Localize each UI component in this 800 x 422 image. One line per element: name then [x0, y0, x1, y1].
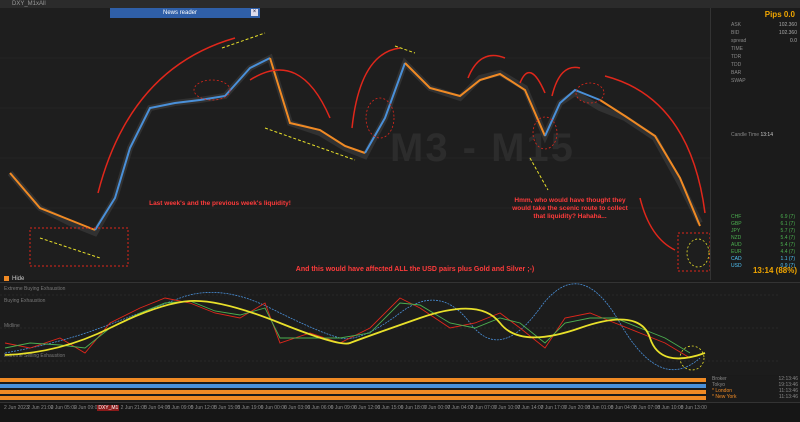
axis-tick-label: 2 Jun 05:00 [50, 405, 77, 411]
price-line-bear-1 [9, 172, 96, 231]
oscillator-canvas [0, 283, 780, 371]
hide-checkbox[interactable] [4, 276, 9, 281]
timeframe-watermark: M3 - M15 [390, 126, 575, 170]
hide-toggle[interactable]: Hide [4, 276, 24, 282]
panel-row-value: 102.360 [778, 22, 797, 28]
axis-tick-label: 8 Jun 04:00 [610, 405, 637, 411]
panel-row: SWAP [731, 78, 797, 86]
axis-tick-label: 8 Jun 01:00 [587, 405, 614, 411]
panel-row: TDR [731, 54, 797, 62]
axis-tick-label: 6 Jun 18:00 [400, 405, 427, 411]
currency-row: EUR 4.4 (7) [731, 249, 795, 255]
axis-tick-label: 6 Jun 00:00 [260, 405, 287, 411]
axis-tick-label: 8 Jun 10:00 [657, 405, 684, 411]
note-affected: And this would have affected ALL the USD… [295, 266, 535, 273]
price-line-bear-2 [269, 57, 366, 154]
panel-row-value: 0.0 [790, 38, 797, 44]
axis-tick-label: 6 Jun 06:00 [307, 405, 334, 411]
panel-row: TDD [731, 62, 797, 70]
price-chart[interactable]: M3 - M15 [0, 8, 710, 282]
axis-tick-label: 5 Jun 19:00 [237, 405, 264, 411]
panel-row-key: TIME [731, 46, 743, 52]
panel-rows: ASK 102.360 BID 102.360 spread 0.0 TIME TDR TDD B… [731, 22, 797, 86]
candle-timer: 13:14 (88%) [752, 266, 797, 275]
note-liquidity: Last week's and the previous week's liqu… [149, 200, 291, 207]
panel-row: ASK 102.360 [731, 22, 797, 30]
panel-row-key: TDR [731, 54, 742, 60]
osc-label-extreme-sell: Extreme Selling Exhaustion [4, 353, 66, 359]
axis-tick-label: 7 Jun 20:00 [564, 405, 591, 411]
currency-strength-list: CHF 6.9 (7) GBP 6.1 (7) JPY 5.7 (7) NZD 5.4 (7)… [731, 214, 795, 270]
axis-tick-label: 7 Jun 07:00 [470, 405, 497, 411]
panel-row: BAR [731, 70, 797, 78]
panel-row-key: TDD [731, 62, 742, 68]
axis-tick-label: 6 Jun 09:00 [330, 405, 357, 411]
session-row: Broker 12:13:46 [712, 376, 798, 382]
axis-tick-label: 8 Jun 13:00 [680, 405, 707, 411]
axis-tick-label: 7 Jun 00:00 [424, 405, 451, 411]
axis-tick-label: 6 Jun 03:00 [284, 405, 311, 411]
candle-time: Candle Time 13:14 [731, 132, 773, 138]
axis-tick-label: 5 Jun 15:00 [214, 405, 241, 411]
axis-tick-label: 5 Jun 04:00 [144, 405, 171, 411]
pips-label: Pips 0.0 [764, 10, 795, 19]
panel-row-key: BID [731, 30, 740, 36]
axis-tick-label: DXY_M1 [97, 405, 120, 411]
axis-tick-label: 6 Jun 12:00 [354, 405, 381, 411]
axis-tick-label: 2 Jun 09:00 [74, 405, 101, 411]
axis-tick-label: 5 Jun 09:00 [167, 405, 194, 411]
currency-row: CHF 6.9 (7) [731, 214, 795, 220]
axis-tick-label: 2 Jun 21:00 [27, 405, 54, 411]
note-scenic: Hmm, who would have thought they would t… [512, 197, 628, 220]
time-axis: 2 Jun 2023 2 Jun 21:00 2 Jun 05:00 2 Jun 09… [0, 402, 800, 422]
currency-row: CAD 1.1 (7) [731, 256, 795, 262]
panel-row-key: BAR [731, 70, 742, 76]
axis-tick-label: 7 Jun 10:00 [494, 405, 521, 411]
axis-tick-label: 6 Jun 15:00 [377, 405, 404, 411]
session-row: Tokyo 19:13:46 [712, 382, 798, 388]
axis-tick-label: 5 Jun 12:00 [190, 405, 217, 411]
panel-row-key: ASK [731, 22, 742, 28]
session-clocks: Broker 12:13:46 Tokyo 19:13:46 * London 11:13… [712, 376, 798, 400]
panel-row: BID 102.360 [731, 30, 797, 38]
currency-row: NZD 5.4 (7) [731, 235, 795, 241]
currency-row: JPY 5.7 (7) [731, 228, 795, 234]
price-line-bear-4 [599, 99, 701, 227]
currency-row: AUD 5.4 (7) [731, 242, 795, 248]
price-line-bear-3 [404, 62, 546, 137]
currency-row: GBP 6.1 (7) [731, 221, 795, 227]
info-panel: Pips 0.0 ASK 102.360 BID 102.360 spread 0.0 TI… [710, 8, 800, 280]
close-icon[interactable]: × [251, 9, 258, 16]
panel-row: TIME [731, 46, 797, 54]
osc-label-buy: Buying Exhaustion [4, 298, 46, 304]
axis-tick-label: 7 Jun 17:00 [540, 405, 567, 411]
panel-row-value: 102.360 [778, 30, 797, 36]
panel-row-key: spread [731, 38, 747, 44]
currency-row: USD 0.9 (7) [731, 263, 795, 269]
axis-tick-label: 2 Jun 21:00 [120, 405, 147, 411]
panel-row-key: SWAP [731, 78, 746, 84]
osc-label-extreme-buy: Extreme Buying Exhaustion [4, 286, 66, 292]
oscillator-panel[interactable]: Extreme Buying Exhaustion Buying Exhaust… [0, 282, 800, 375]
osc-label-midline: Midline [4, 323, 20, 329]
session-bars [0, 376, 800, 402]
price-line-bull-1 [94, 57, 271, 231]
news-reader-title: News reader [162, 10, 197, 16]
session-row: * London 11:13:46 [712, 388, 798, 394]
panel-row: spread 0.0 [731, 38, 797, 46]
price-line-bull-2 [364, 62, 406, 154]
session-row: * New York 11:13:46 [712, 394, 798, 400]
price-line-bull-3 [544, 88, 601, 137]
axis-tick-label: 7 Jun 04:00 [447, 405, 474, 411]
axis-tick-label: 7 Jun 14:00 [517, 405, 544, 411]
axis-tick-label: 2 Jun 2023 [4, 405, 29, 411]
symbol-label: DXY_M1xAll [12, 1, 46, 7]
axis-tick-label: 8 Jun 07:00 [634, 405, 661, 411]
news-reader-bar[interactable]: News reader × [110, 8, 260, 18]
chart-canvas [0, 32, 710, 272]
